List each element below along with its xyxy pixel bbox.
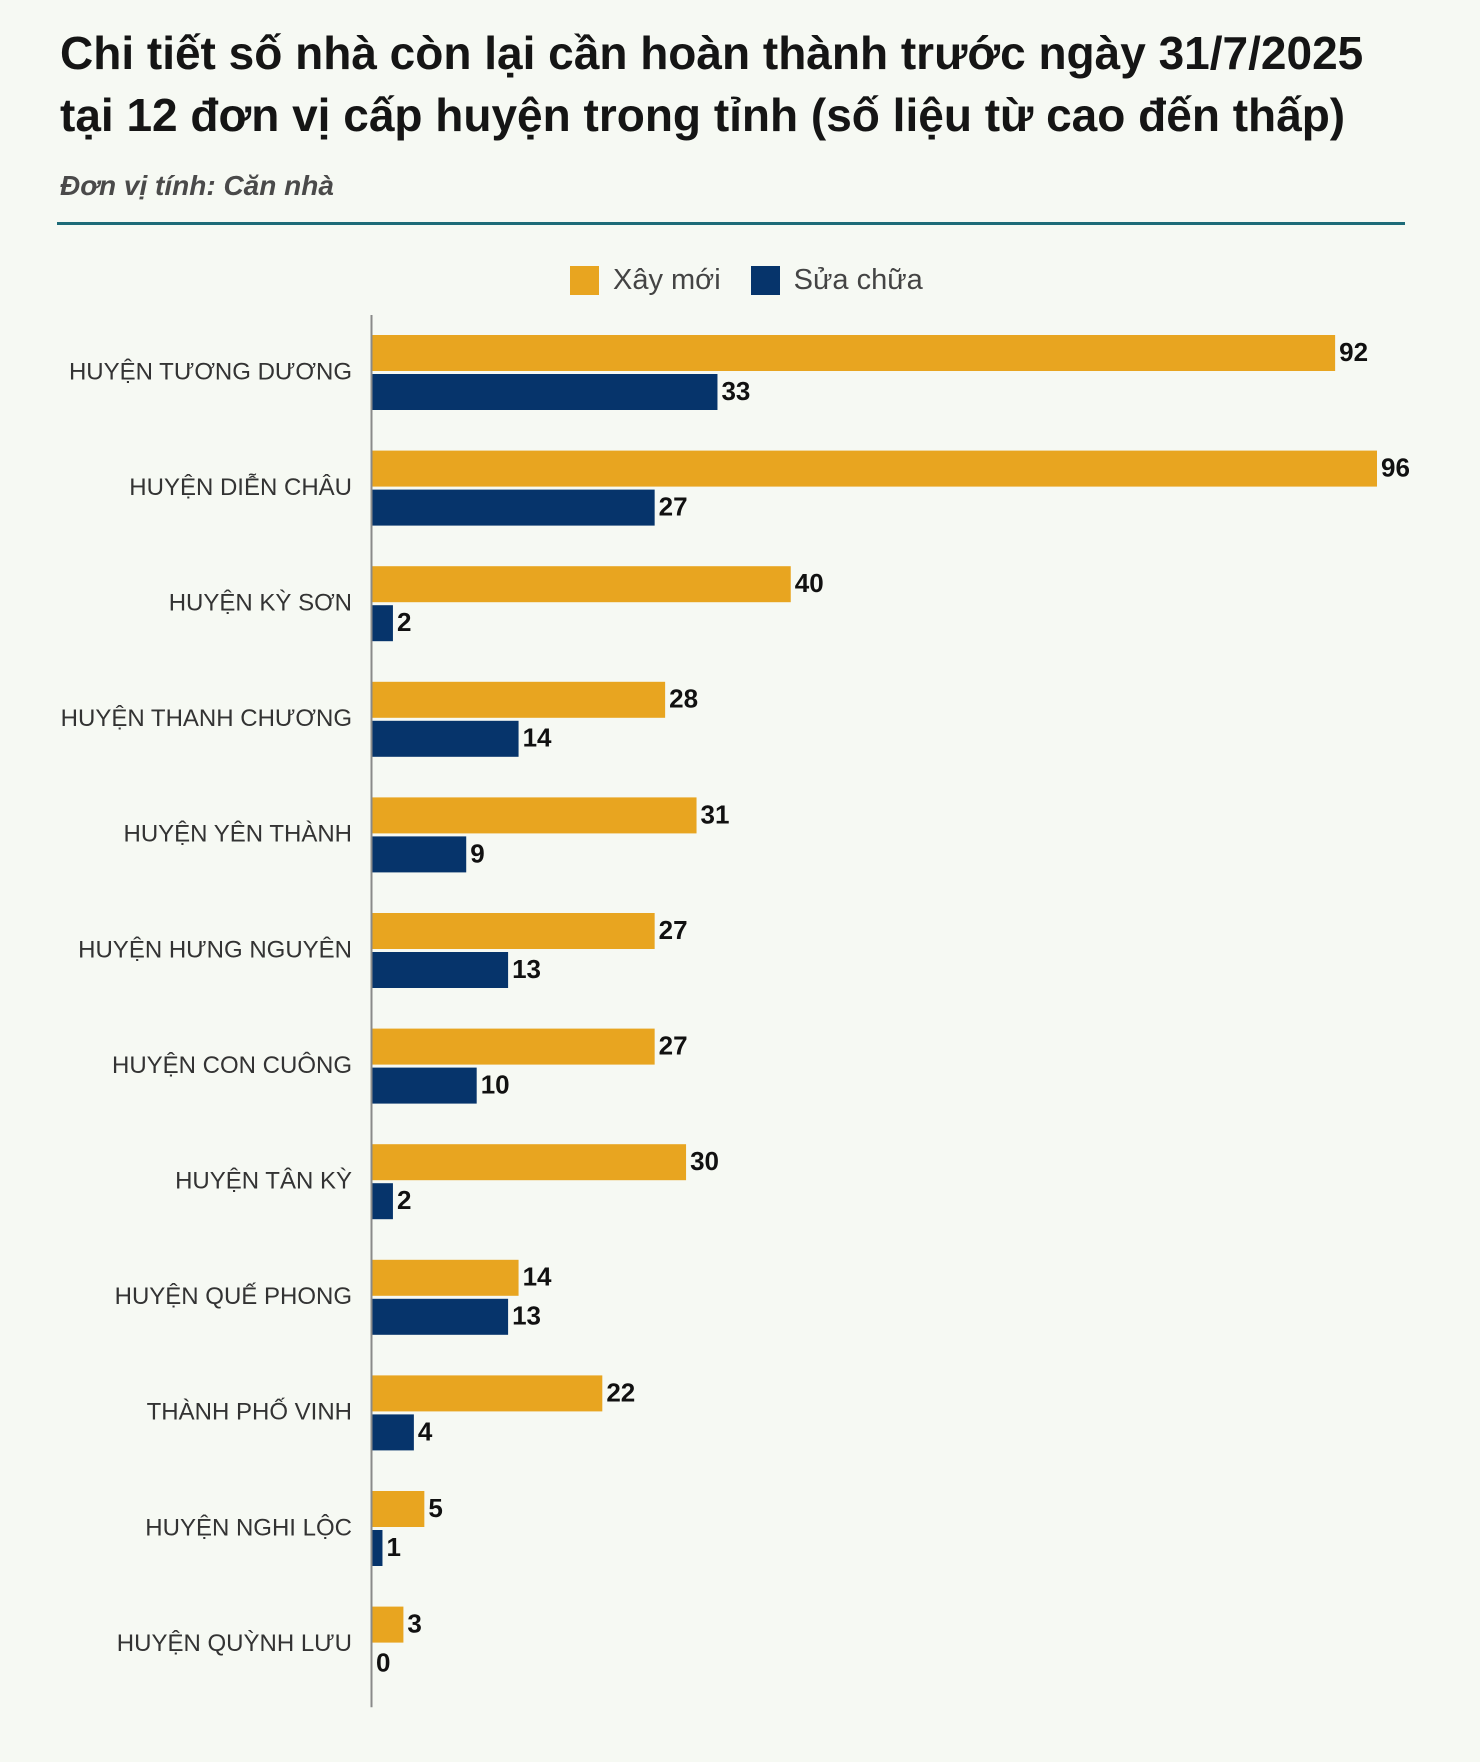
bar-repair bbox=[372, 374, 718, 410]
unit-subtitle: Đơn vị tính: Căn nhà bbox=[60, 170, 334, 201]
bar-new bbox=[372, 913, 655, 949]
value-label-repair: 14 bbox=[523, 723, 552, 753]
legend-swatch-new bbox=[570, 265, 599, 295]
bar-new bbox=[372, 681, 666, 718]
category-label: HUYỆN QUẾ PHONG bbox=[115, 1282, 352, 1310]
value-label-new: 40 bbox=[795, 568, 824, 598]
value-label-new: 22 bbox=[606, 1377, 635, 1407]
header-divider bbox=[57, 222, 1405, 225]
bar-new bbox=[372, 335, 1336, 371]
bar-new bbox=[372, 797, 697, 834]
category-label: HUYỆN TƯƠNG DƯƠNG bbox=[69, 358, 352, 385]
value-label-repair: 4 bbox=[418, 1416, 433, 1446]
bar-new bbox=[372, 1259, 519, 1296]
bar-new bbox=[372, 450, 1377, 487]
value-label-new: 30 bbox=[690, 1146, 719, 1176]
value-label-repair: 33 bbox=[721, 376, 750, 406]
bar-new bbox=[372, 1375, 603, 1412]
bar-repair bbox=[372, 1067, 477, 1104]
bar-new bbox=[372, 1028, 655, 1065]
category-label: THÀNH PHỐ VINH bbox=[147, 1398, 352, 1426]
value-label-new: 14 bbox=[523, 1262, 552, 1292]
legend-label-repair: Sửa chữa bbox=[793, 263, 923, 296]
value-label-new: 27 bbox=[659, 1030, 688, 1060]
category-label: HUYỆN HƯNG NGUYÊN bbox=[78, 936, 352, 963]
value-label-repair: 1 bbox=[386, 1532, 400, 1562]
legend-label-new: Xây mới bbox=[613, 263, 721, 296]
value-label-repair: 13 bbox=[512, 954, 541, 984]
value-label-new: 31 bbox=[701, 799, 730, 829]
value-label-new: 96 bbox=[1381, 452, 1410, 482]
value-label-new: 28 bbox=[669, 684, 698, 714]
value-label-new: 5 bbox=[428, 1493, 442, 1523]
value-label-repair: 2 bbox=[397, 607, 411, 637]
category-label: HUYỆN NGHI LỘC bbox=[145, 1513, 352, 1541]
bar-repair bbox=[372, 836, 467, 873]
bar-repair bbox=[372, 489, 655, 526]
legend-item-repair: Sửa chữa bbox=[750, 263, 923, 297]
legend-swatch-repair bbox=[750, 265, 780, 295]
legend-item-new: Xây mới bbox=[570, 264, 721, 297]
bar-repair bbox=[372, 952, 509, 988]
value-label-repair: 9 bbox=[470, 838, 484, 868]
bar-repair bbox=[372, 1183, 393, 1220]
bar-repair bbox=[372, 605, 393, 642]
bar-repair bbox=[372, 1414, 414, 1451]
value-label-repair: 10 bbox=[481, 1069, 510, 1099]
category-label: HUYỆN DIỄN CHÂU bbox=[129, 472, 352, 501]
value-label-new: 3 bbox=[407, 1608, 421, 1638]
bar-new bbox=[372, 566, 791, 603]
bar-new bbox=[372, 1144, 687, 1181]
category-label: HUYỆN QUỲNH LƯU bbox=[117, 1630, 352, 1657]
category-label: HUYỆN TÂN KỲ bbox=[175, 1168, 352, 1195]
bar-repair bbox=[372, 1530, 383, 1566]
value-label-new: 92 bbox=[1339, 337, 1368, 367]
category-label: HUYỆN CON CUÔNG bbox=[112, 1051, 352, 1079]
value-label-repair: 2 bbox=[397, 1185, 411, 1215]
value-label-repair: 0 bbox=[376, 1647, 390, 1677]
bar-repair bbox=[372, 1298, 509, 1335]
category-label: HUYỆN YÊN THÀNH bbox=[124, 821, 353, 848]
bar-new bbox=[372, 1491, 425, 1527]
category-label: HUYỆN KỲ SƠN bbox=[169, 590, 352, 617]
value-label-repair: 27 bbox=[659, 491, 688, 521]
bar-repair bbox=[372, 720, 519, 757]
chart-title-line-1: Chi tiết số nhà còn lại cần hoàn thành t… bbox=[60, 27, 1364, 79]
category-label: HUYỆN THANH CHƯƠNG bbox=[61, 705, 352, 732]
value-label-new: 27 bbox=[659, 915, 688, 945]
value-label-repair: 13 bbox=[512, 1301, 541, 1331]
chart-title: Chi tiết số nhà còn lại cần hoàn thành t… bbox=[60, 22, 1460, 146]
bar-new bbox=[372, 1606, 404, 1643]
chart-legend: Xây mới Sửa chữa bbox=[570, 262, 953, 298]
chart-title-line-2: tại 12 đơn vị cấp huyện trong tỉnh (số l… bbox=[60, 89, 1346, 141]
